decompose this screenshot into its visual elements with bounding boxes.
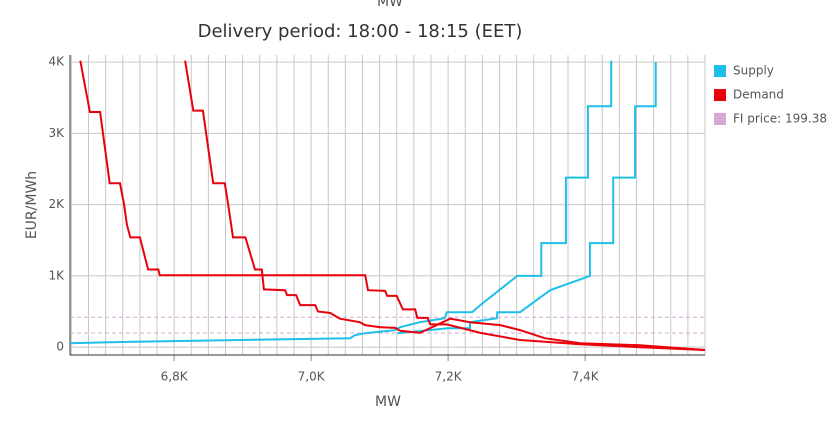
y-tick-label: 4K	[48, 55, 65, 69]
y-tick-label: 0	[56, 340, 64, 354]
legend-swatch	[714, 89, 726, 101]
x-tick-label: 7,0K	[298, 370, 326, 384]
top-label: MW	[377, 0, 403, 10]
legend-swatch	[714, 113, 726, 125]
x-tick-label: 6,8K	[161, 370, 189, 384]
series-line	[184, 60, 706, 351]
x-tick-label: 7,4K	[572, 370, 600, 384]
x-tick-label: 7,2K	[435, 370, 463, 384]
x-axis-label: MW	[375, 394, 401, 410]
series-line	[79, 60, 706, 351]
legend-swatch	[714, 65, 726, 77]
legend-label: Supply	[733, 64, 774, 78]
legend-label: FI price: 199.38	[733, 112, 827, 126]
y-tick-label: 2K	[48, 197, 65, 211]
y-tick-label: 3K	[48, 126, 65, 140]
series-line	[397, 62, 657, 335]
legend-label: Demand	[733, 88, 784, 102]
chart-title: Delivery period: 18:00 - 18:15 (EET)	[198, 21, 523, 42]
y-axis-label: EUR/MWh	[24, 171, 40, 239]
y-tick-label: 1K	[48, 268, 65, 282]
series-line	[69, 60, 613, 345]
